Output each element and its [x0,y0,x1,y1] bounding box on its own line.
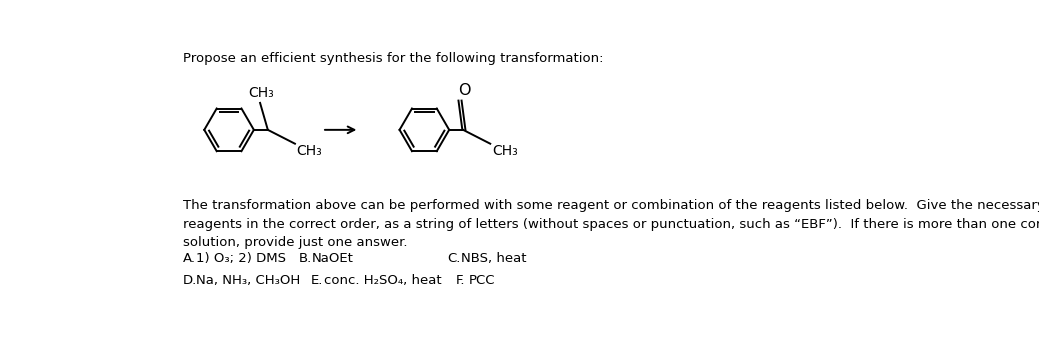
Text: E.: E. [312,274,323,287]
Text: NBS, heat: NBS, heat [461,252,527,265]
Text: 1) O₃; 2) DMS: 1) O₃; 2) DMS [195,252,286,265]
Text: CH₃: CH₃ [491,145,517,159]
Text: Propose an efficient synthesis for the following transformation:: Propose an efficient synthesis for the f… [183,52,603,65]
Text: CH₃: CH₃ [296,145,322,159]
Text: NaOEt: NaOEt [312,252,354,265]
Text: D.: D. [183,274,196,287]
Text: conc. H₂SO₄, heat: conc. H₂SO₄, heat [324,274,442,287]
Text: A.: A. [183,252,195,265]
Text: CH₃: CH₃ [248,86,273,100]
Text: O: O [457,82,471,97]
Text: B.: B. [299,252,312,265]
Text: PCC: PCC [469,274,495,287]
Text: The transformation above can be performed with some reagent or combination of th: The transformation above can be performe… [183,199,1039,249]
Text: Na, NH₃, CH₃OH: Na, NH₃, CH₃OH [195,274,300,287]
Text: C.: C. [448,252,461,265]
Text: F.: F. [455,274,464,287]
